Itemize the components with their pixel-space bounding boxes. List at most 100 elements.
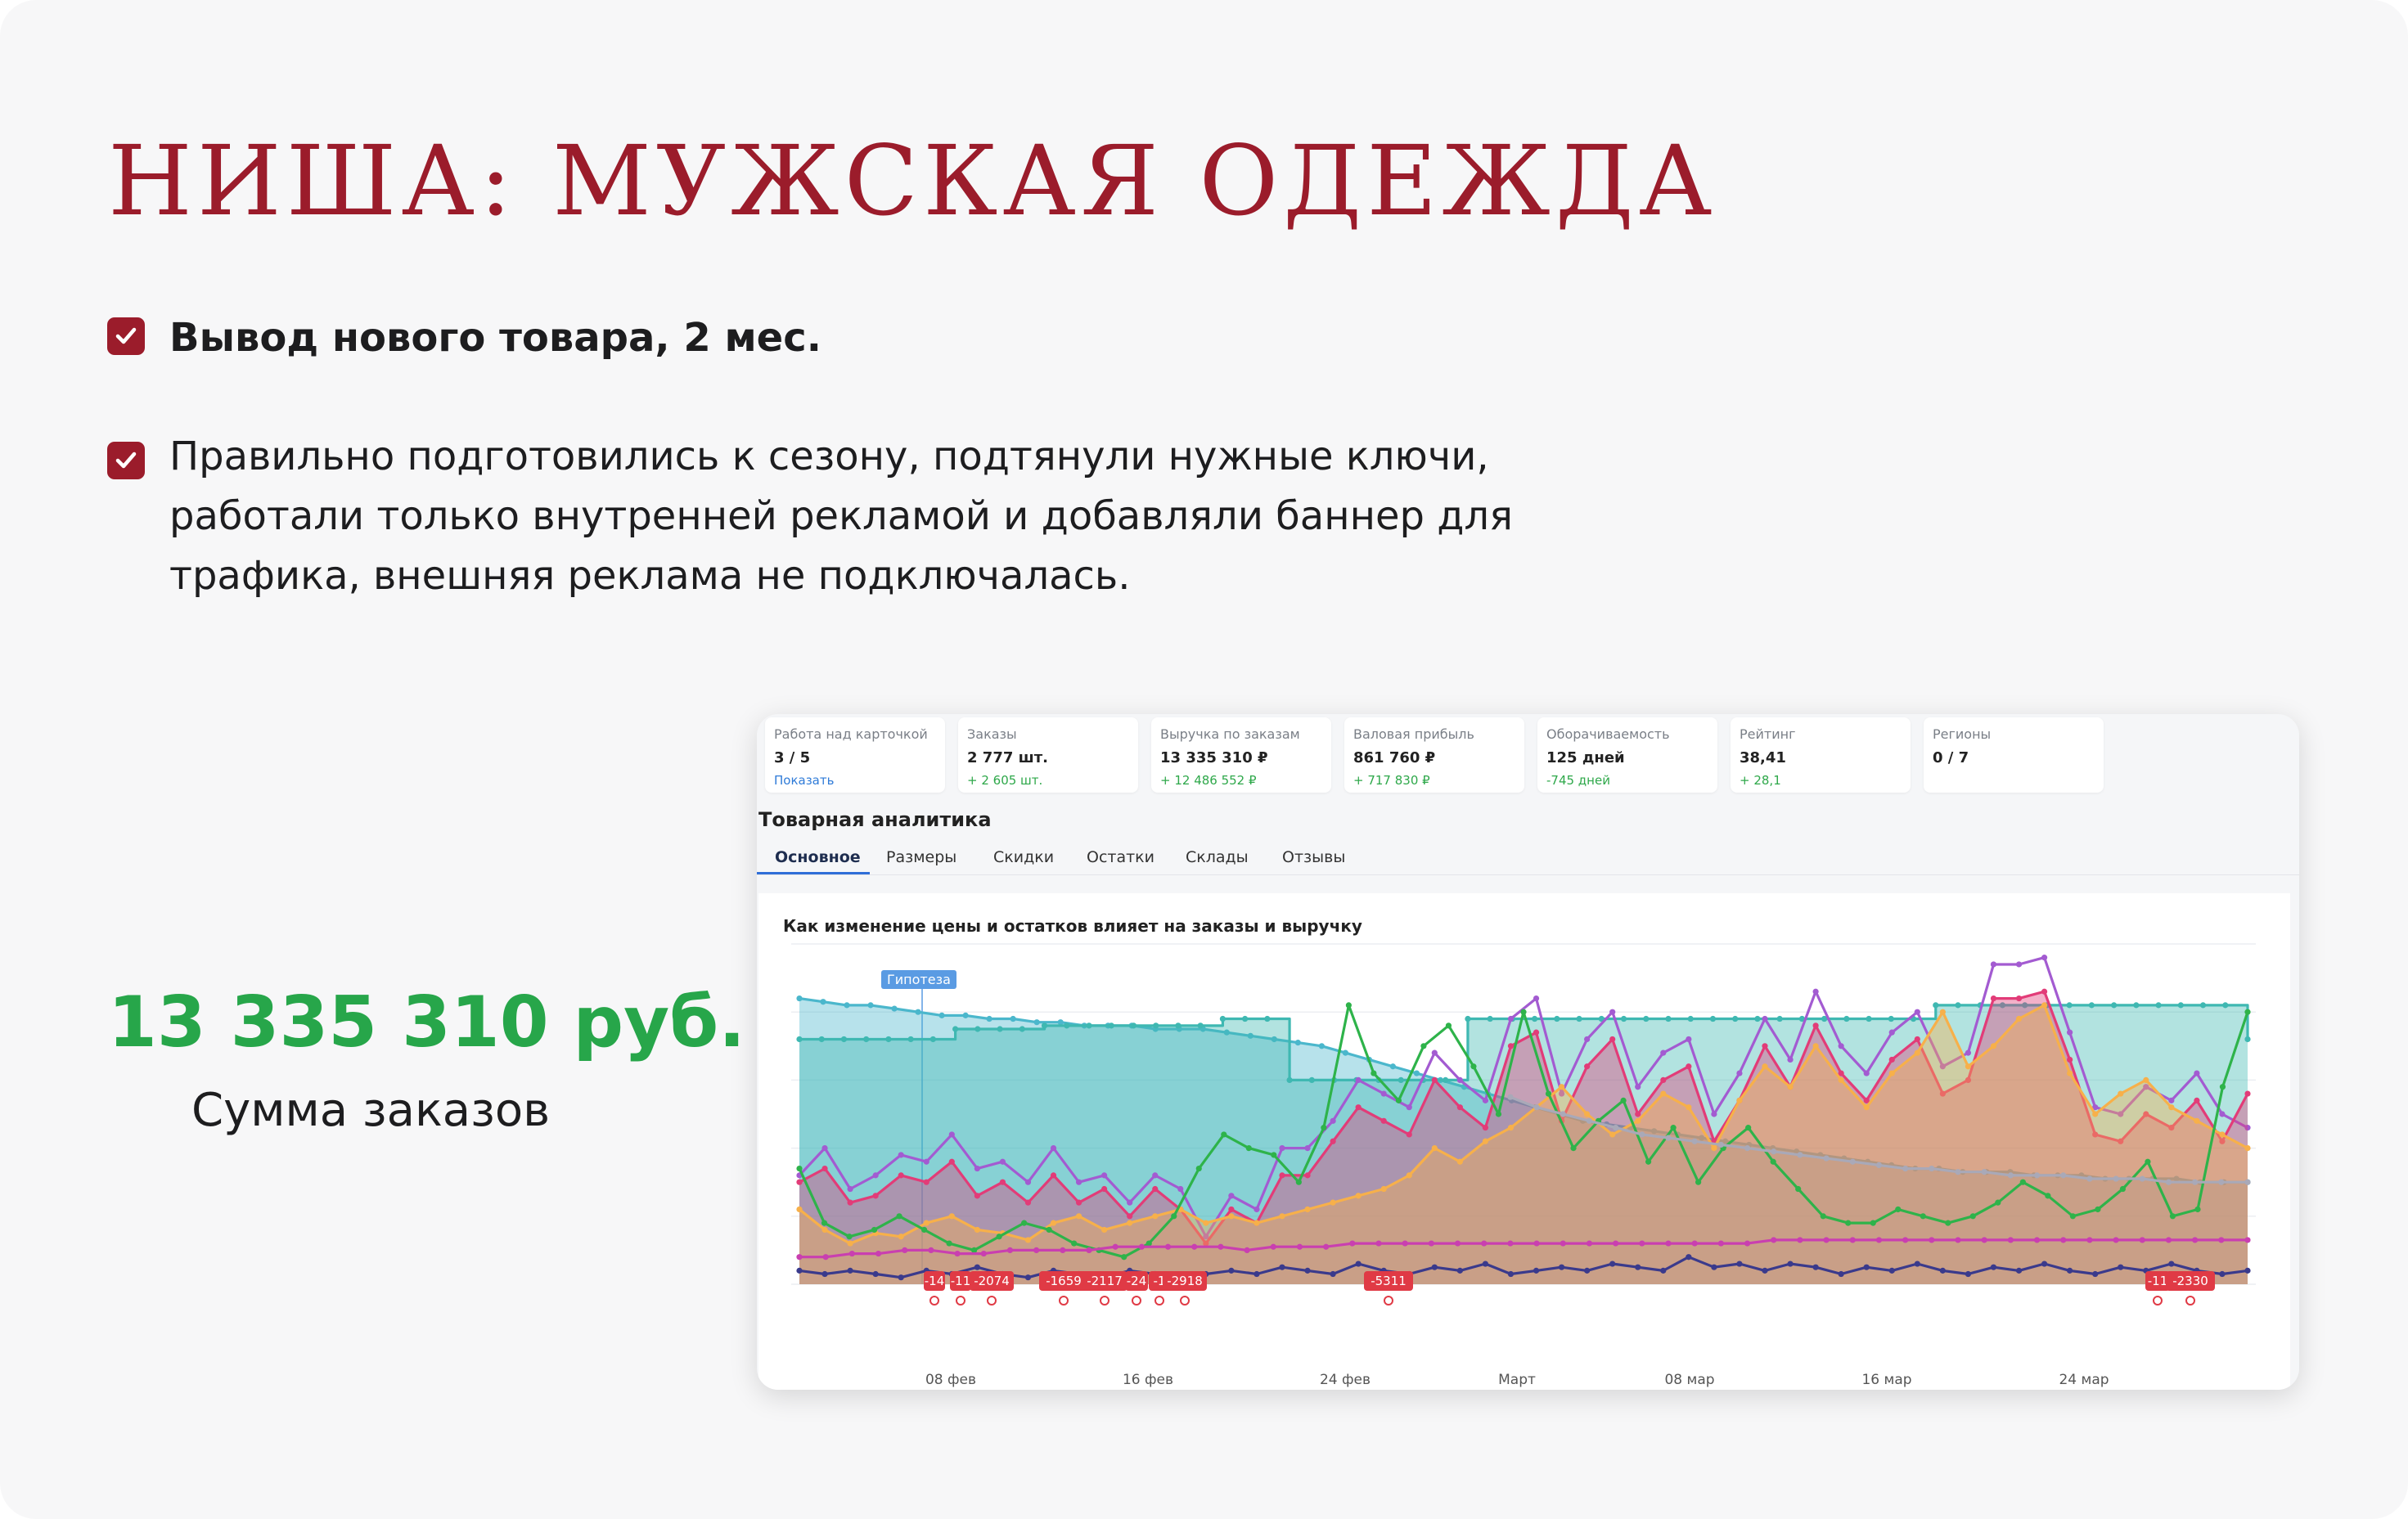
- data-point: [1270, 1243, 1276, 1250]
- data-point: [1050, 1220, 1057, 1226]
- data-point: [1795, 1185, 1802, 1193]
- data-point: [1127, 1213, 1133, 1220]
- metric-value: 0 / 7: [1933, 749, 1969, 766]
- data-point: [796, 1036, 803, 1043]
- data-point: [923, 1220, 929, 1226]
- metric-card-orders[interactable]: Заказы 2 777 шт. + 2 605 шт.: [958, 717, 1138, 793]
- tab-reviews[interactable]: Отзывы: [1282, 848, 1346, 866]
- data-point: [2015, 995, 2023, 1002]
- data-point: [1254, 1206, 1260, 1213]
- data-point: [871, 1226, 878, 1234]
- data-point: [1711, 1145, 1717, 1152]
- metric-delta: -745 дней: [1546, 773, 1610, 788]
- data-point: [2143, 1076, 2149, 1083]
- data-point: [1271, 1152, 1277, 1158]
- data-point: [1744, 1145, 1751, 1152]
- metric-card-gross-profit[interactable]: Валовая прибыль 861 760 ₽ + 717 830 ₽: [1344, 717, 1524, 793]
- data-point: [1823, 1155, 1830, 1162]
- data-point: [1660, 1076, 1667, 1083]
- tab-main[interactable]: Основное: [775, 848, 861, 866]
- data-point: [1838, 1043, 1844, 1049]
- data-point: [1771, 1237, 1777, 1243]
- data-point: [986, 1015, 992, 1022]
- data-point: [1711, 1264, 1717, 1270]
- data-point: [898, 1274, 904, 1281]
- data-point: [1507, 1015, 1515, 1022]
- data-point: [1843, 1015, 1850, 1022]
- metric-card-rating[interactable]: Рейтинг 38,41 + 28,1: [1731, 717, 1911, 793]
- tab-sizes[interactable]: Размеры: [886, 848, 957, 866]
- tab-discounts[interactable]: Скидки: [993, 848, 1055, 866]
- data-point: [1863, 1104, 1870, 1111]
- data-point: [1639, 1131, 1645, 1138]
- data-point: [1650, 1128, 1658, 1135]
- discount-marker: [1125, 1271, 1148, 1291]
- data-point: [1228, 1267, 1235, 1274]
- data-point: [1939, 1063, 1946, 1070]
- data-point: [1127, 1199, 1133, 1206]
- tab-stock[interactable]: Остатки: [1087, 848, 1155, 866]
- data-point: [1754, 1015, 1761, 1022]
- data-point: [1849, 1158, 1856, 1165]
- data-point: [1933, 1002, 1939, 1009]
- data-point: [1584, 1063, 1591, 1070]
- x-tick-label: 08 мар: [1664, 1372, 1714, 1388]
- data-point: [1762, 1063, 1768, 1070]
- data-point: [938, 1012, 945, 1018]
- series-line-4: [798, 1004, 2248, 1245]
- data-point: [1371, 1070, 1377, 1076]
- data-point: [1050, 1145, 1057, 1152]
- data-point: [1762, 1015, 1768, 1022]
- data-point: [2192, 1179, 2199, 1185]
- data-point: [1820, 1213, 1826, 1220]
- data-point: [2015, 1015, 2023, 1022]
- hypothesis-badge[interactable]: Гипотеза: [881, 970, 956, 989]
- data-point: [1823, 1237, 1830, 1243]
- data-point: [929, 1036, 936, 1043]
- data-point: [1613, 1240, 1619, 1247]
- metric-card-regions[interactable]: Регионы 0 / 7: [1924, 717, 2104, 793]
- data-point: [1635, 1264, 1641, 1270]
- data-point: [1609, 1036, 1616, 1043]
- metric-card-revenue[interactable]: Выручка по заказам 13 335 310 ₽ + 12 486…: [1151, 717, 1331, 793]
- data-point: [1686, 1104, 1692, 1111]
- discount-marker: [2166, 1271, 2215, 1291]
- data-point: [1965, 1063, 1972, 1070]
- metric-value: 125 дней: [1546, 749, 1625, 766]
- discount-marker-label: -1: [1154, 1274, 1166, 1288]
- discount-marker: [1082, 1271, 1127, 1291]
- discount-marker: [1364, 1271, 1413, 1291]
- show-link[interactable]: Показать: [774, 773, 835, 788]
- data-point: [2145, 1158, 2151, 1165]
- data-point: [974, 1193, 980, 1199]
- data-point: [822, 1254, 829, 1261]
- metric-delta: + 12 486 552 ₽: [1160, 773, 1257, 788]
- series-line-2: [798, 956, 2248, 1238]
- data-point: [920, 1226, 928, 1234]
- series-line-3: [799, 990, 2249, 1245]
- data-point: [2244, 1090, 2251, 1097]
- data-point: [1197, 1022, 1204, 1029]
- data-point: [1006, 1247, 1014, 1253]
- data-point: [1075, 1213, 1082, 1220]
- metric-card-card-work[interactable]: Работа над карточкой 3 / 5 Показать: [765, 717, 945, 793]
- data-point: [1812, 988, 1819, 995]
- data-point: [1798, 1015, 1805, 1022]
- chart-svg[interactable]: 08 фев 16 фев 24 фев Март 08 мар 16 мар 24 мар…: [758, 893, 2290, 1390]
- data-point: [1745, 1125, 1752, 1131]
- tab-warehouses[interactable]: Склады: [1186, 848, 1249, 866]
- data-point: [1639, 1240, 1645, 1247]
- data-point: [1762, 1043, 1768, 1049]
- metric-card-turnover[interactable]: Оборачиваемость 125 дней -745 дней: [1537, 717, 1717, 793]
- data-point: [1456, 1158, 1463, 1165]
- data-point: [2173, 1175, 2180, 1182]
- data-point: [1342, 1049, 1348, 1056]
- data-point: [2118, 1090, 2124, 1097]
- data-point: [1318, 1043, 1325, 1049]
- data-point: [1101, 1172, 1108, 1179]
- data-point: [2168, 1097, 2175, 1103]
- data-point: [1024, 1237, 1032, 1243]
- data-point: [1660, 1267, 1667, 1274]
- data-point: [1838, 1270, 1844, 1278]
- x-tick-label: 16 мар: [1861, 1372, 1911, 1388]
